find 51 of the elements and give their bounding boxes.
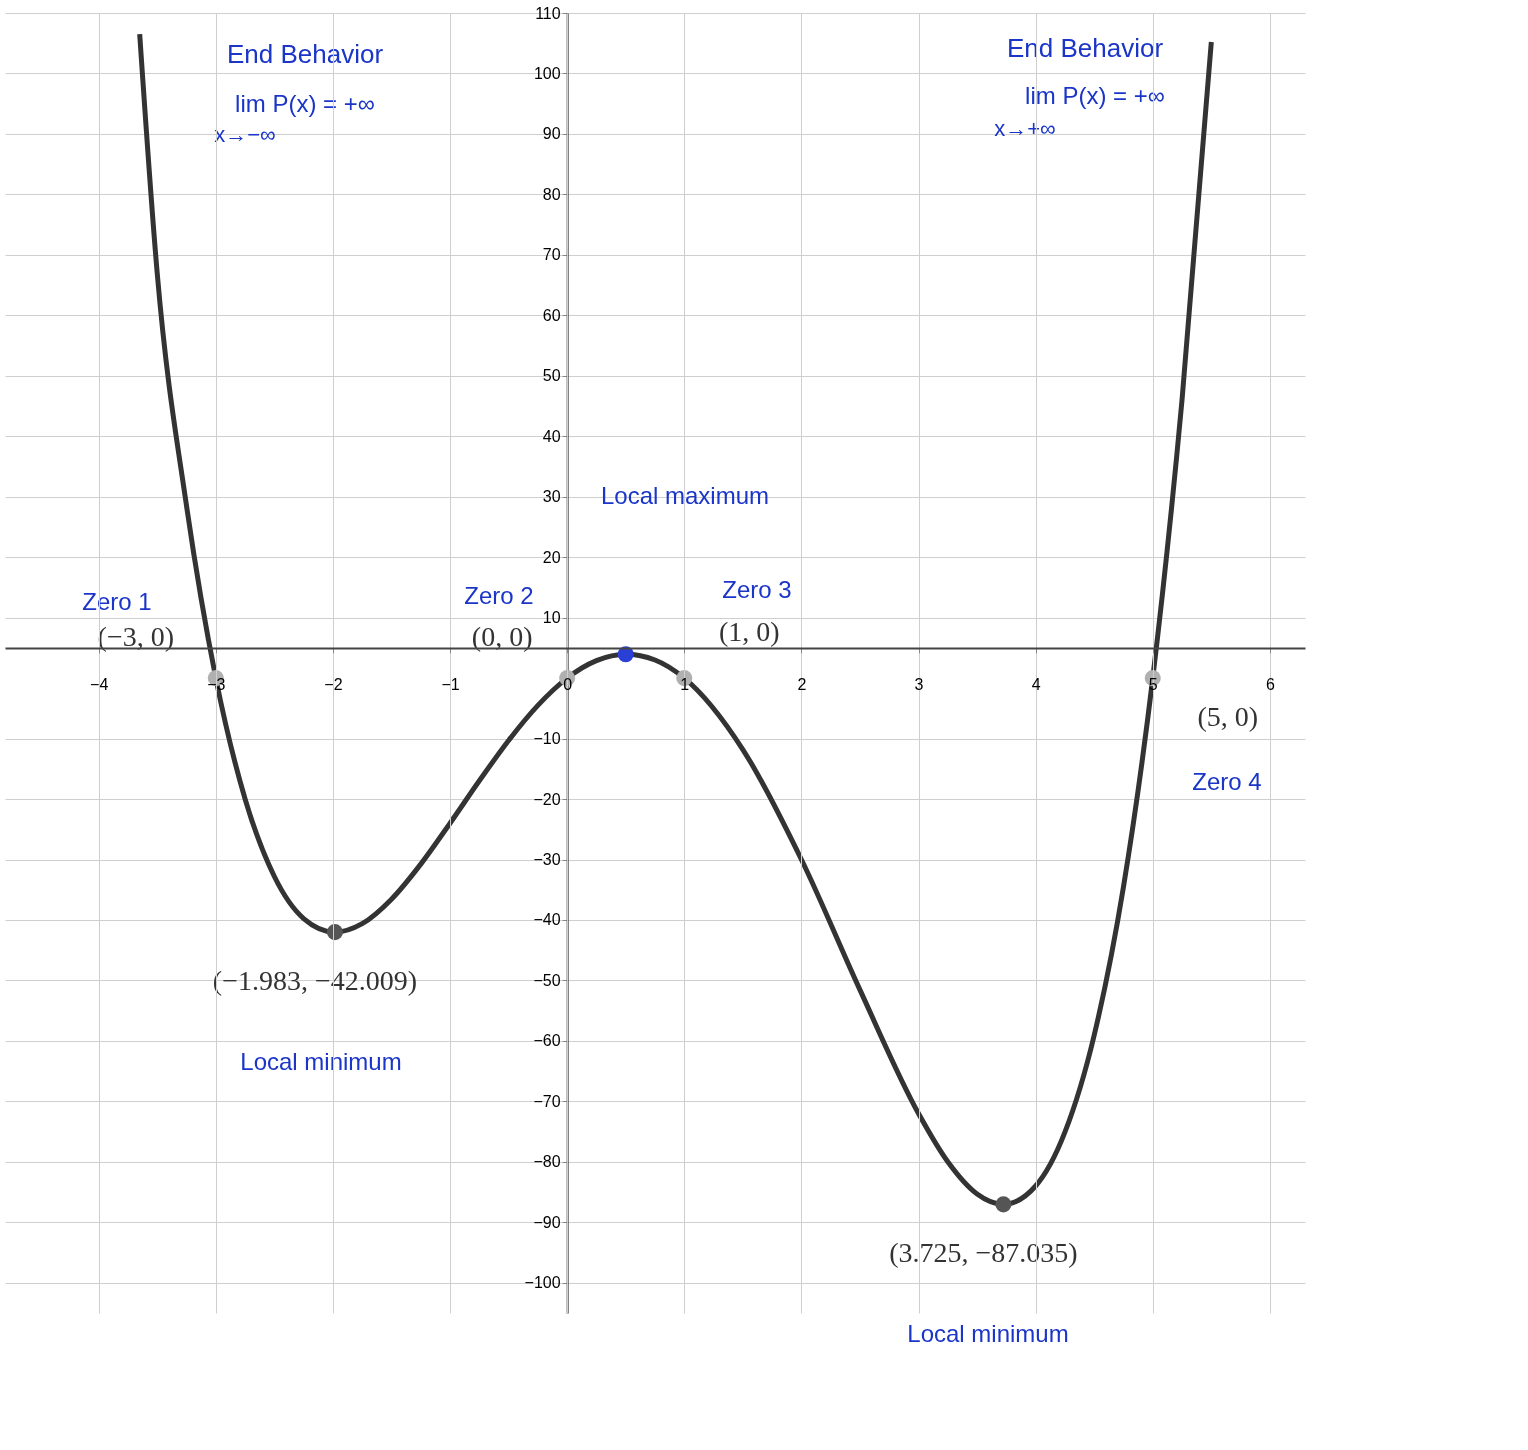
y-tick-label: −30: [533, 851, 561, 869]
y-tick-label: −90: [533, 1213, 561, 1231]
x-tick-label: 5: [1148, 676, 1158, 694]
y-tick-label: −20: [533, 790, 561, 808]
point: [326, 924, 343, 941]
text: Local minimum: [907, 1320, 1069, 1347]
annotation: (3.725, −87.035): [889, 1237, 1078, 1269]
annotation: End Behavior: [1006, 33, 1164, 63]
x-tick-label: −3: [207, 676, 226, 694]
x-tick-label: 0: [563, 676, 573, 694]
annotation: (5, 0): [1197, 701, 1259, 733]
y-tick-label: −40: [533, 911, 561, 929]
annotation: Zero 4: [1192, 768, 1262, 795]
annotation: Local minimum: [240, 1048, 402, 1075]
y-tick-label: 30: [542, 488, 561, 506]
annotation: x→+∞: [994, 116, 1056, 141]
annotation: (−1.983, −42.009): [212, 965, 418, 997]
x-tick-label: 3: [914, 676, 924, 694]
x-tick-label: 4: [1031, 676, 1041, 694]
y-tick-label: −80: [533, 1153, 561, 1171]
x-tick-label: −1: [441, 676, 460, 694]
x-tick-label: 6: [1265, 676, 1275, 694]
y-tick-label: 50: [542, 367, 561, 385]
annotation: (0, 0): [471, 621, 533, 653]
x-tick-label: −4: [90, 676, 109, 694]
y-tick-label: 80: [542, 185, 561, 203]
annotation: Zero 3: [722, 576, 792, 603]
annotation: Local maximum: [600, 482, 770, 509]
annotation: (1, 0): [718, 616, 780, 648]
point: [995, 1196, 1012, 1213]
annotation: Zero 1: [82, 588, 152, 615]
annotation: End Behavior: [226, 39, 384, 69]
annotation: x→−∞: [214, 122, 276, 147]
y-tick-label: 70: [542, 246, 561, 264]
y-tick-label: −70: [533, 1092, 561, 1110]
x-tick-label: 1: [680, 676, 690, 694]
x-tick-label: −2: [324, 676, 343, 694]
y-tick-label: 90: [542, 125, 561, 143]
y-tick-label: 40: [542, 427, 561, 445]
y-tick-label: 100: [533, 64, 561, 82]
annotation: Zero 2: [464, 582, 534, 609]
y-tick-label: 20: [542, 548, 561, 566]
y-tick-label: 10: [542, 609, 561, 627]
y-tick-label: −10: [533, 730, 561, 748]
y-tick-label: −50: [533, 971, 561, 989]
annotation: lim P(x) = +∞: [1025, 82, 1165, 109]
y-tick-label: −100: [524, 1274, 561, 1292]
y-tick-label: 60: [542, 306, 561, 324]
y-tick-label: −60: [533, 1032, 561, 1050]
y-tick-label: 110: [535, 4, 561, 22]
x-tick-label: 2: [797, 676, 807, 694]
